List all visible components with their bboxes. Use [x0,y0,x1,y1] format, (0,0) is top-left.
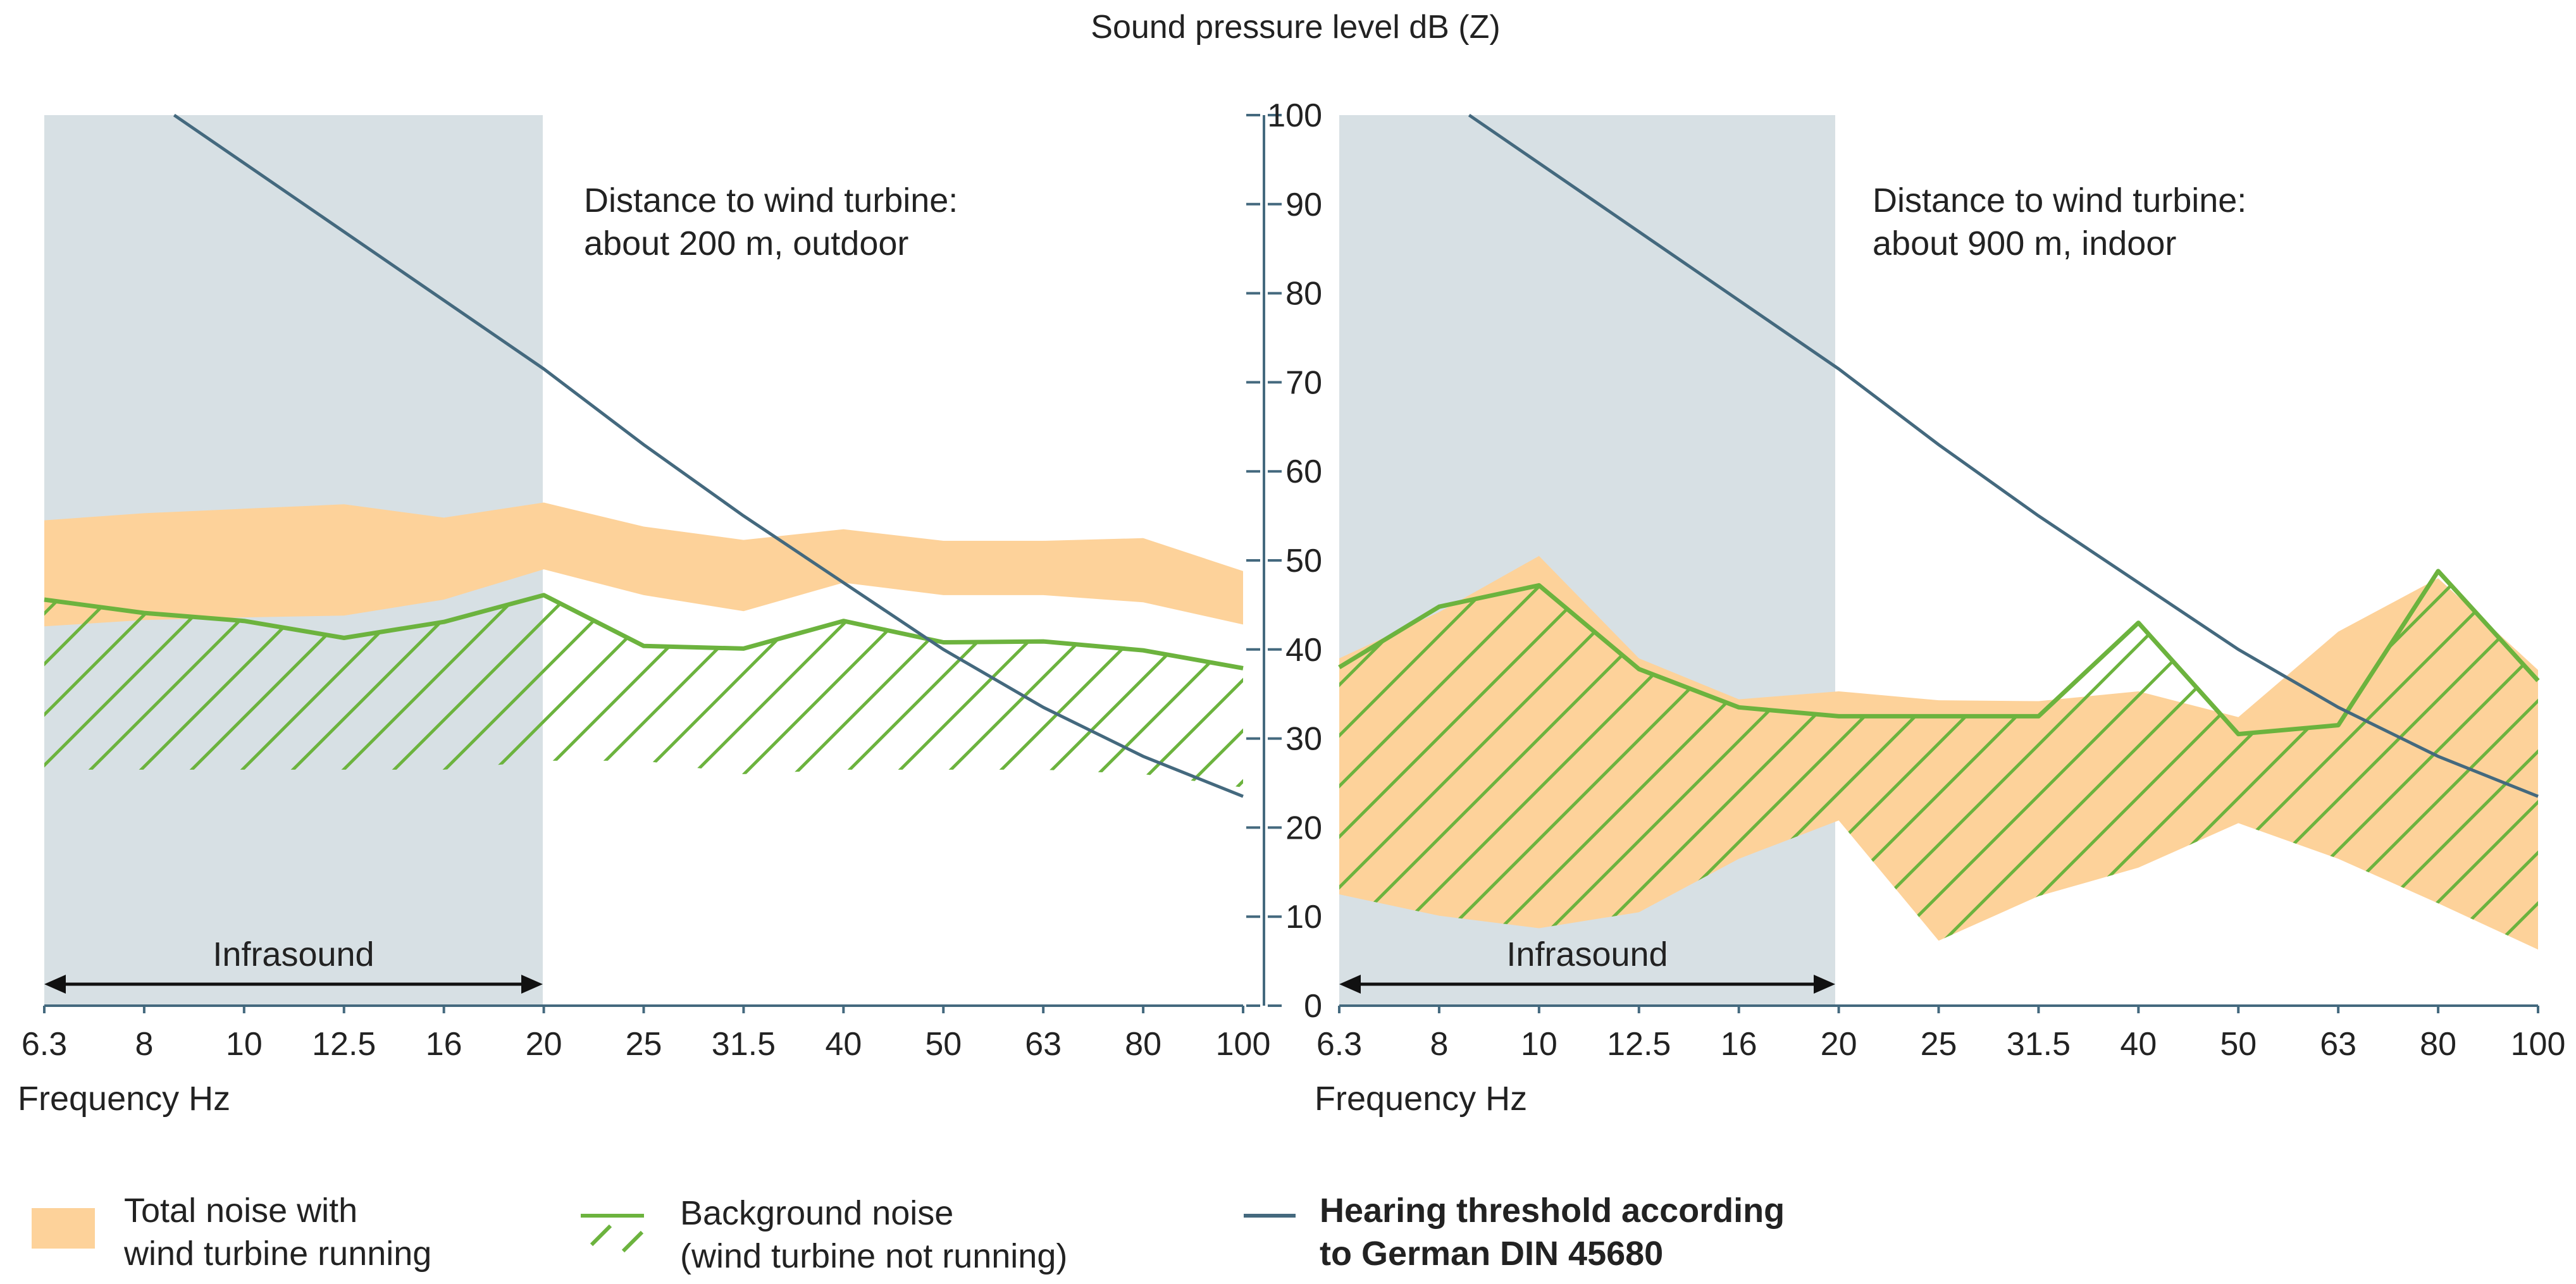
y-axis-title: Sound pressure level dB (Z) [1091,9,1500,46]
panel-1-annotation-line2: about 200 m, outdoor [584,225,908,262]
background-noise-line [44,593,1244,670]
y-axis: 0 10 20 30 40 50 60 70 80 90 100 [1246,97,1322,1025]
total-noise-band [44,502,1243,627]
panel-2-annotation-line1: Distance to wind turbine: [1873,182,2246,219]
panel-outdoor-200m: Distance to wind turbine: about 200 m, o… [18,113,1271,1118]
x-tick-label: 6.3 [1316,1026,1362,1063]
legend-hearing-threshold-line2: to German DIN 45680 [1320,1235,1663,1273]
x-tick-label: 80 [2420,1026,2456,1063]
panel-2-infrasound-label: Infrasound [1506,935,1668,973]
x-tick-label: 25 [626,1026,662,1063]
y-tick-label: 40 [1285,632,1322,669]
y-tick-label: 0 [1304,988,1322,1025]
x-tick-label: 16 [426,1026,462,1063]
y-tick-label: 10 [1285,899,1322,935]
x-tick-label: 8 [1430,1026,1448,1063]
x-tick-label: 63 [2320,1026,2356,1063]
legend-total-noise-line1: Total noise with [124,1192,357,1230]
legend-total-noise-line2: wind turbine running [123,1235,431,1273]
panel-2-annotation-line2: about 900 m, indoor [1873,225,2176,262]
x-tick-label: 16 [1721,1026,1757,1063]
x-tick-label: 40 [825,1026,862,1063]
panel-2-x-ticks: 6.3 8 10 12.5 16 20 25 31.5 40 50 63 80 100 [1316,1006,2566,1063]
panel-2-infrasound-arrow [1339,975,1835,994]
panel-indoor-900m: Distance to wind turbine: about 900 m, i… [1315,113,2566,1118]
y-tick-label: 60 [1285,454,1322,490]
x-tick-label: 31.5 [2007,1026,2071,1063]
x-tick-label: 100 [2511,1026,2566,1063]
x-tick-label: 20 [1821,1026,1857,1063]
x-tick-label: 12.5 [1607,1026,1671,1063]
panel-1-annotation-line1: Distance to wind turbine: [584,182,958,219]
legend-hearing-threshold-line1: Hearing threshold according [1320,1192,1785,1230]
x-tick-label: 100 [1216,1026,1271,1063]
background-noise-line [1338,569,2540,737]
x-tick-label: 63 [1025,1026,1062,1063]
y-tick-label: 20 [1285,810,1322,846]
panel-1-x-ticks: 6.3 8 10 12.5 16 20 25 31.5 40 50 63 80 100 [22,1006,1271,1063]
legend: Total noise with wind turbine running Ba… [32,1192,1785,1275]
y-tick-label: 100 [1267,97,1322,134]
y-tick-label: 30 [1285,721,1322,758]
y-tick-label: 80 [1285,276,1322,312]
x-tick-label: 8 [135,1026,153,1063]
panel-1-plot [44,113,1244,798]
x-tick-label: 50 [2220,1026,2257,1063]
background-noise-band [44,595,1243,787]
y-tick-label: 50 [1285,543,1322,579]
hearing-threshold-line [173,113,1244,798]
legend-swatch-background-noise [581,1214,644,1253]
x-tick-label: 80 [1125,1026,1161,1063]
legend-background-noise-line2: (wind turbine not running) [680,1237,1067,1275]
x-tick-label: 20 [526,1026,562,1063]
background-noise-band [1339,571,2538,950]
x-tick-label: 12.5 [312,1026,376,1063]
panel-2-plot [1338,113,2540,950]
x-tick-label: 10 [1521,1026,1557,1063]
panel-1-x-axis-label: Frequency Hz [18,1080,230,1118]
x-tick-label: 40 [2120,1026,2157,1063]
y-tick-label: 90 [1285,187,1322,223]
panel-1-infrasound-label: Infrasound [213,935,374,973]
panel-1-infrasound-arrow [44,975,543,994]
legend-background-noise-line1: Background noise [680,1194,953,1232]
legend-swatch-total-noise [32,1208,95,1249]
x-tick-label: 50 [925,1026,962,1063]
hearing-threshold-line [1468,113,2539,798]
y-tick-label: 70 [1285,364,1322,401]
x-tick-label: 10 [226,1026,263,1063]
x-tick-label: 31.5 [712,1026,776,1063]
x-tick-label: 25 [1921,1026,1957,1063]
panel-2-x-axis-label: Frequency Hz [1315,1080,1527,1118]
x-tick-label: 6.3 [22,1026,67,1063]
